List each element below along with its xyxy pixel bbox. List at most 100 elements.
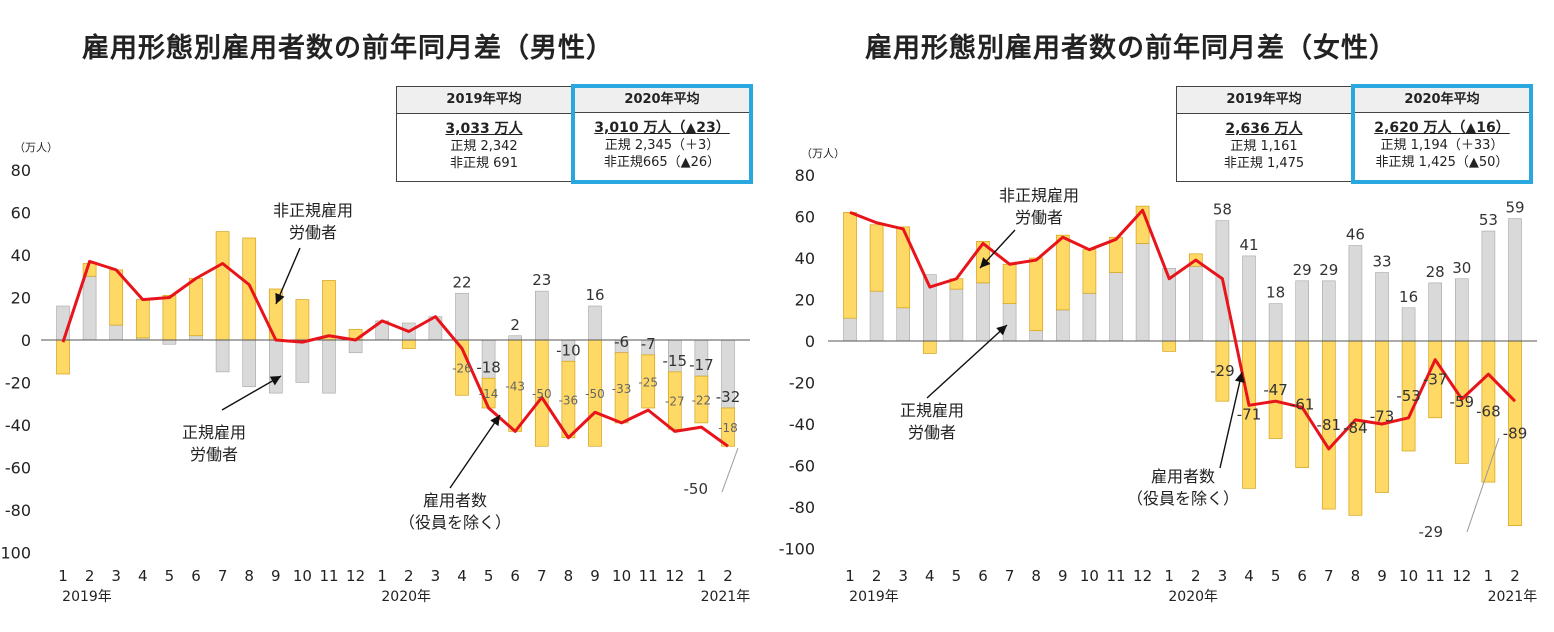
y-tick-label: 80 — [11, 161, 31, 180]
data-label-nonregular: -89 — [1503, 424, 1528, 442]
annotation-regular: 労働者 — [190, 445, 238, 464]
y-tick-label: 40 — [11, 246, 31, 265]
x-tick-label: 1 — [845, 567, 855, 585]
summary-2020-female: 2020年平均 2,620 万人（▲16） 正規 1,194（＋33） 非正規 … — [1351, 84, 1533, 184]
bar-nonregular — [641, 354, 656, 409]
data-label-regular: 29 — [1319, 261, 1338, 279]
y-tick-label: -20 — [5, 374, 31, 393]
bar-regular — [215, 339, 230, 373]
summary-total-2020: 2,620 万人（▲16） — [1374, 120, 1510, 136]
bar-regular — [534, 290, 549, 341]
x-tick-label: 7 — [537, 567, 547, 585]
data-label-regular: 30 — [1452, 259, 1471, 277]
x-tick-label: 10 — [612, 567, 631, 585]
x-tick-label: 5 — [484, 567, 494, 585]
summary-nonregular-2020: 非正規 1,425（▲50） — [1375, 155, 1509, 170]
bar-regular — [109, 324, 123, 341]
chart-title-male: 雇用形態別雇用者数の前年同月差（男性） — [82, 33, 614, 64]
bar-nonregular — [401, 339, 416, 349]
bar-regular — [348, 339, 363, 354]
y-tick-label: -60 — [789, 457, 815, 476]
year-label: 2021年 — [701, 589, 751, 605]
data-label-regular: -6 — [614, 333, 629, 351]
x-tick-label: 8 — [244, 567, 254, 585]
data-label-regular: 22 — [452, 273, 471, 291]
summary-regular-2019: 正規 2,342 — [450, 139, 518, 154]
bar-nonregular — [1055, 234, 1070, 311]
data-label-nonregular: -50 — [532, 387, 552, 401]
year-label: 2019年 — [62, 589, 112, 605]
y-tick-label: -20 — [789, 374, 815, 393]
bar-regular — [1188, 265, 1203, 342]
x-tick-label: 1 — [697, 567, 707, 585]
annotation-arrow-line — [1219, 371, 1243, 469]
bar-nonregular — [667, 371, 682, 430]
data-label-nonregular: -14 — [479, 387, 499, 401]
data-label-regular: -7 — [641, 335, 656, 353]
summary-header-2020: 2020年平均 — [575, 88, 749, 113]
data-label-nonregular: -29 — [1210, 362, 1235, 380]
bar-nonregular — [843, 212, 857, 319]
bar-regular — [1002, 303, 1017, 342]
bar-regular — [1268, 303, 1283, 342]
bar-regular — [1029, 330, 1043, 342]
bar-regular — [295, 339, 310, 383]
bar-regular — [508, 335, 523, 341]
data-label-nonregular: -71 — [1237, 406, 1262, 424]
bar-regular — [896, 307, 910, 342]
bar-regular — [1295, 280, 1310, 342]
y-tick-label: -40 — [789, 415, 815, 434]
arrowhead-icon — [980, 257, 991, 268]
x-tick-label: 7 — [1005, 567, 1015, 585]
bar-regular — [1242, 255, 1256, 342]
summary-header-2019: 2019年平均 — [397, 87, 571, 114]
summary-total-2020: 3,010 万人（▲23） — [594, 120, 730, 136]
bar-regular — [1454, 278, 1469, 342]
employees-line — [61, 259, 729, 448]
arrowhead-icon — [275, 292, 285, 304]
summary-header-2019: 2019年平均 — [1177, 87, 1351, 114]
x-tick-label: 8 — [564, 567, 574, 585]
data-label-regular: 18 — [1266, 284, 1285, 302]
data-label-regular: 29 — [1293, 261, 1312, 279]
bar-nonregular — [242, 237, 257, 341]
annotation-employees: 雇用者数 — [1151, 467, 1215, 486]
data-label-nonregular: -18 — [718, 421, 738, 435]
data-label-employees-last: -50 — [684, 480, 709, 498]
data-label-nonregular: -22 — [692, 394, 712, 408]
x-tick-label: 1 — [58, 567, 68, 585]
bar-regular — [162, 339, 177, 345]
x-tick-label: 9 — [1058, 567, 1068, 585]
bar-nonregular — [162, 295, 177, 341]
x-tick-label: 4 — [138, 567, 148, 585]
data-label-nonregular: -36 — [559, 394, 579, 408]
year-label: 2021年 — [1488, 589, 1538, 605]
data-label-nonregular: -25 — [638, 375, 658, 389]
data-label-nonregular: -37 — [1423, 370, 1448, 388]
leader-line — [721, 447, 739, 493]
summary-regular-2020: 正規 1,194（＋33） — [1380, 138, 1504, 153]
y-tick-label: 0 — [805, 332, 815, 351]
unit-label: （万人） — [801, 147, 845, 160]
arrowhead-icon — [1234, 372, 1245, 383]
x-tick-label: 2 — [872, 567, 882, 585]
summary-table-male: 2019年平均 3,033 万人 正規 2,342 非正規 691 2020年平… — [396, 84, 753, 184]
y-tick-label: -80 — [5, 501, 31, 520]
bar-regular — [56, 305, 70, 341]
x-tick-label: 6 — [191, 567, 201, 585]
data-label-nonregular: -53 — [1396, 387, 1421, 405]
x-tick-label: 1 — [1164, 567, 1174, 585]
y-tick-label: 80 — [795, 166, 815, 185]
y-tick-label: -100 — [0, 544, 31, 563]
bar-regular — [843, 317, 857, 342]
year-label: 2020年 — [381, 589, 431, 605]
summary-nonregular-2019: 非正規 691 — [450, 156, 518, 171]
chart-male: （万人）806040200-20-40-60-80-10022-26-18-14… — [0, 141, 751, 605]
bar-regular — [189, 335, 203, 341]
annotation-employees: （役員を除く） — [1127, 489, 1239, 508]
y-tick-label: 40 — [795, 249, 815, 268]
bar-regular — [976, 282, 990, 342]
annotation-arrow-line — [926, 324, 1008, 399]
x-tick-label: 1 — [1484, 567, 1494, 585]
x-tick-label: 7 — [1324, 567, 1334, 585]
